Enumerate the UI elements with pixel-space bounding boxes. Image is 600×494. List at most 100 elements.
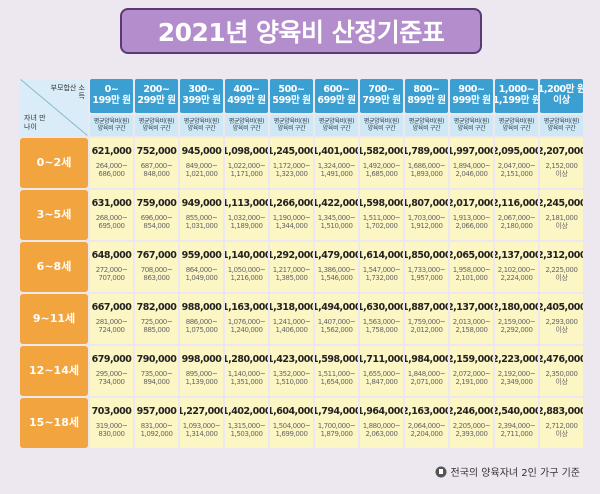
data-cell: 1,098,000 1,022,000~1,171,000 [225, 138, 268, 188]
range: 687,000~ 848,000 [141, 162, 173, 178]
range-line: 2,047,000~ [497, 162, 536, 171]
range: 735,000~ 894,000 [141, 370, 173, 386]
range-line: 1,140,000~ [227, 370, 266, 379]
range-line: 2,205,000~ [452, 422, 491, 431]
subheader-range: 양육비 구간 [457, 124, 486, 132]
column-header-line: 900~ [458, 84, 485, 96]
range-line: 1,562,000 [320, 326, 353, 335]
range-line: 1,492,000~ [362, 162, 401, 171]
data-cell: 2,116,000 2,067,000~2,180,000 [495, 190, 538, 240]
average: 1,582,000 [360, 146, 403, 158]
average: 2,540,000 [495, 406, 538, 418]
range-line: 1,385,000 [275, 274, 308, 283]
average: 1,227,000 [180, 406, 223, 418]
corner-cell: 부모합산 소득 자녀 만 나이 [20, 79, 88, 136]
column-header-line: 799만 원 [362, 95, 401, 106]
range: 696,000~ 854,000 [141, 214, 173, 230]
range: 1,880,000~ 2,063,000 [363, 422, 401, 438]
range: 895,000~ 1,139,000 [185, 370, 217, 386]
average: 1,494,000 [315, 302, 358, 314]
range-line: 2,292,000 [500, 326, 533, 335]
range-line: 1,352,000~ [272, 370, 311, 379]
average: 1,292,000 [270, 250, 313, 262]
average: 790,000 [136, 354, 177, 366]
average: 1,140,000 [225, 250, 268, 262]
average: 1,789,000 [405, 146, 448, 158]
average: 1,402,000 [225, 406, 268, 418]
average: 1,422,000 [315, 198, 358, 210]
average: 1,598,000 [360, 198, 403, 210]
subheader-average: 평균양육비(원) [453, 117, 490, 125]
column-header-line: 300~ [188, 84, 215, 96]
range-line: 이상 [555, 430, 568, 439]
range-line: 1,699,000 [275, 430, 308, 439]
range-line: 1,049,000 [185, 274, 218, 283]
subheader: 평균양육비(원) 양육비 구간 [360, 115, 403, 136]
range: 2,192,000~ 2,349,000 [498, 370, 536, 386]
range: 1,913,000~ 2,066,000 [453, 214, 491, 230]
column-header-line: 899만 원 [407, 95, 446, 106]
subheader-range: 양육비 구간 [142, 124, 171, 132]
range: 1,511,000~ 1,654,000 [318, 370, 356, 386]
range: 2,102,000~ 2,224,000 [498, 266, 536, 282]
range-line: 2,102,000~ [497, 266, 536, 275]
column-header-line: 399만 원 [182, 95, 221, 106]
range-line: 2,192,000~ [497, 370, 536, 379]
average: 759,000 [136, 198, 177, 210]
data-cell: 1,887,000 1,759,000~2,012,000 [405, 294, 448, 344]
average: 2,245,000 [540, 198, 583, 210]
average: 1,614,000 [360, 250, 403, 262]
range-line: 2,393,000 [455, 430, 488, 439]
average: 1,887,000 [405, 302, 448, 314]
average: 2,137,000 [450, 302, 493, 314]
range: 2,394,000~ 2,711,000 [498, 422, 536, 438]
range-line: 2,046,000 [455, 170, 488, 179]
average: 945,000 [181, 146, 222, 158]
range-line: 2,151,000 [500, 170, 533, 179]
data-cell: 1,598,000 1,511,000~1,702,000 [360, 190, 403, 240]
range: 295,000~ 734,000 [96, 370, 128, 386]
average: 621,000 [91, 146, 132, 158]
average: 2,065,000 [450, 250, 493, 262]
range: 2,712,000 이상 [545, 422, 577, 438]
column-header: 300~ 399만 원 [180, 79, 223, 113]
data-cell: 988,000 886,000~ 1,075,000 [180, 294, 223, 344]
data-cell: 1,422,000 1,345,000~1,510,000 [315, 190, 358, 240]
data-cell: 790,000 735,000~ 894,000 [135, 346, 178, 396]
subheader-average: 평균양육비(원) [138, 117, 175, 125]
data-cell: 1,140,000 1,050,000~1,216,000 [225, 242, 268, 292]
range-line: 1,894,000~ [452, 162, 491, 171]
range: 725,000~ 885,000 [141, 318, 173, 334]
data-cell: 2,180,000 2,159,000~2,292,000 [495, 294, 538, 344]
range-line: 2,711,000 [500, 430, 533, 439]
subheader: 평균양육비(원) 양육비 구간 [450, 115, 493, 136]
average: 959,000 [181, 250, 222, 262]
average: 1,098,000 [225, 146, 268, 158]
data-cell: 1,984,000 1,848,000~2,071,000 [405, 346, 448, 396]
range-line: 1,314,000 [185, 430, 218, 439]
range-line: 272,000~ [95, 266, 128, 275]
range: 2,152,000 이상 [545, 162, 577, 178]
column-header: 1,000~ 1,199만 원 [495, 79, 538, 113]
title: 2021년 양육비 산정기준표 [120, 8, 482, 54]
data-cell: 648,000 272,000~ 707,000 [90, 242, 133, 292]
range-line: 2,394,000~ [497, 422, 536, 431]
average: 2,312,000 [540, 250, 583, 262]
range: 2,293,000 이상 [545, 318, 577, 334]
average: 1,423,000 [270, 354, 313, 366]
range: 2,072,000~ 2,191,000 [453, 370, 491, 386]
column-header: 0~ 199만 원 [90, 79, 133, 113]
data-cell: 1,163,000 1,076,000~1,240,000 [225, 294, 268, 344]
data-cell: 957,000 831,000~ 1,092,000 [135, 398, 178, 448]
range-line: 1,021,000 [185, 170, 218, 179]
range-line: 1,879,000 [320, 430, 353, 439]
row-label: 6~8세 [20, 242, 88, 292]
range-line: 1,240,000 [230, 326, 263, 335]
range: 2,205,000~ 2,393,000 [453, 422, 491, 438]
range-line: 830,000 [98, 430, 125, 439]
range: 1,700,000~ 1,879,000 [318, 422, 356, 438]
range-line: 1,913,000~ [452, 214, 491, 223]
range-line: 707,000 [98, 274, 125, 283]
